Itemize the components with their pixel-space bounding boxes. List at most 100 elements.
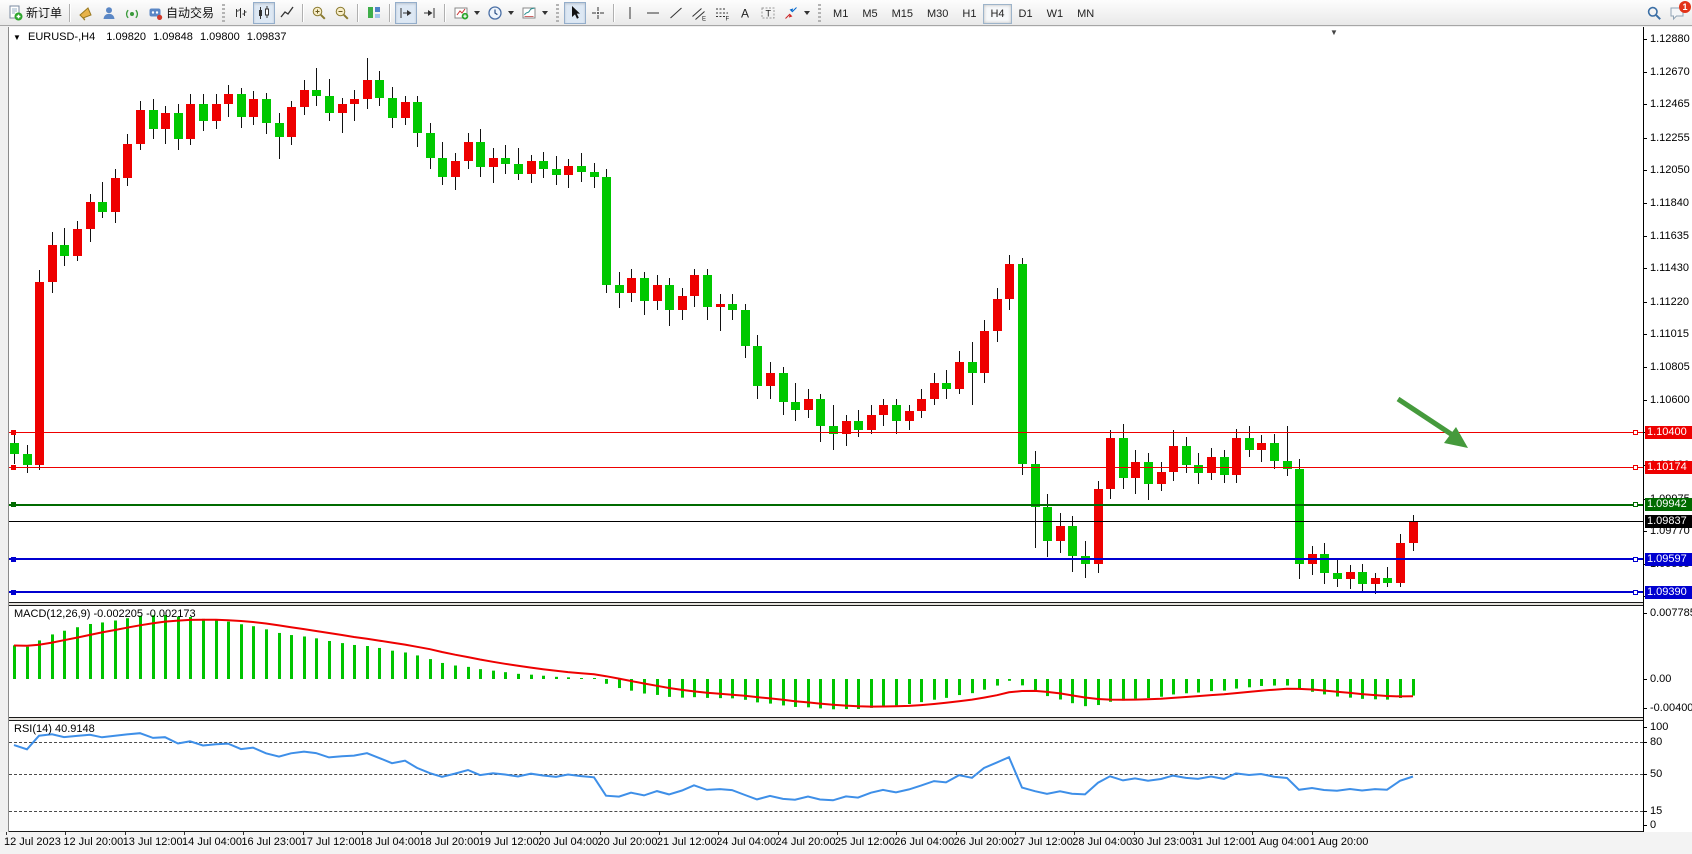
horizontal-line-icon [647, 12, 660, 13]
chart-window-left-edge [8, 27, 9, 854]
pane-divider-macd[interactable] [9, 602, 1692, 606]
search-icon [1647, 6, 1661, 20]
toolbar-separator [69, 3, 72, 22]
label-icon: T [761, 7, 775, 18]
macd-label: MACD(12,26,9) -0.002205 -0.002173 [14, 608, 196, 620]
trendline-tool-button[interactable] [665, 2, 687, 24]
indicators-button[interactable] [450, 2, 483, 24]
pane-divider-rsi[interactable] [9, 717, 1692, 721]
timeframe-M1[interactable]: M1 [833, 7, 849, 20]
timeframe-M15[interactable]: M15 [891, 7, 913, 20]
toolbar-grip[interactable] [556, 3, 560, 22]
toolbar-separator [613, 3, 616, 22]
timeframe-D1[interactable]: D1 [1018, 7, 1033, 20]
text-tool-button[interactable]: A [734, 2, 756, 24]
toolbar-grip[interactable] [222, 3, 226, 22]
timeframe-M5[interactable]: M5 [862, 7, 878, 20]
notification-badge: 1 [1679, 0, 1691, 13]
user-icon [103, 6, 115, 19]
vertical-line-icon [629, 6, 631, 19]
tile-windows-icon [368, 6, 381, 18]
price-axis-background [1644, 27, 1692, 832]
indicators-icon [454, 7, 469, 19]
rsi-pane[interactable] [9, 721, 1643, 831]
arrows-tool-button[interactable] [780, 2, 813, 24]
low-value: 1.09800 [199, 31, 240, 43]
chat-button[interactable]: 1 [1666, 0, 1691, 24]
equidistant-channel-tool-button[interactable]: E [688, 2, 710, 24]
periods-button[interactable] [484, 2, 517, 24]
signal-icon [126, 9, 139, 18]
signal-button[interactable] [121, 2, 143, 24]
svg-text:F: F [726, 16, 730, 21]
macd-pane[interactable] [9, 606, 1643, 717]
bar-chart-icon [236, 7, 247, 18]
timeframe-H4[interactable]: H4 [983, 3, 1012, 24]
candlestick-icon [259, 5, 270, 19]
chart-bottom-frame [9, 831, 1692, 832]
chart-shift-marker[interactable]: ▼ [1330, 28, 1338, 37]
zoom-in-button[interactable] [308, 2, 330, 24]
timeframe-H1[interactable]: H1 [962, 7, 977, 20]
auto-scroll-icon [400, 7, 412, 18]
dropdown-arrow-icon [508, 10, 515, 15]
chart-shift-icon [424, 7, 435, 18]
candlestick-chart-button[interactable] [253, 1, 276, 24]
fibonacci-icon: F [716, 8, 730, 21]
templates-icon [522, 7, 536, 18]
high-value: 1.09848 [153, 31, 193, 43]
one-click-trading-toggle[interactable]: ▼ [13, 33, 21, 42]
auto-trading-icon [149, 8, 163, 20]
announcement-button[interactable] [75, 2, 97, 24]
cursor-tool-button[interactable] [564, 1, 587, 24]
timeframe-toolbar: M1 M5 M15 M30 H1 H4 D1 W1 MN [826, 3, 1101, 24]
line-chart-icon [280, 6, 294, 17]
crosshair-tool-button[interactable] [587, 2, 609, 24]
dropdown-arrow-icon [804, 10, 811, 15]
rsi-label: RSI(14) 40.9148 [14, 723, 95, 735]
vertical-line-tool-button[interactable] [619, 2, 641, 24]
cursor-icon [572, 5, 581, 19]
line-chart-button[interactable] [276, 2, 298, 24]
horizontal-line-tool-button[interactable] [642, 2, 664, 24]
trendline-icon [670, 7, 682, 18]
chart-shift-button[interactable] [418, 2, 440, 24]
templates-button[interactable] [518, 2, 551, 24]
zoom-out-button[interactable] [331, 2, 353, 24]
new-order-icon [9, 5, 23, 20]
search-button[interactable] [1643, 2, 1665, 24]
new-order-button[interactable]: 新订单 [4, 2, 65, 24]
svg-text:E: E [702, 16, 706, 21]
fibonacci-tool-button[interactable]: F [711, 2, 733, 24]
time-axis[interactable] [0, 832, 1692, 854]
horn-icon [79, 6, 92, 21]
toolbar-grip[interactable] [818, 3, 822, 22]
chart-info-line: ▼ EURUSD-,H4 1.09820 1.09848 1.09800 1.0… [13, 31, 291, 43]
toolbar-separator [302, 3, 305, 22]
profile-button[interactable] [98, 2, 120, 24]
dropdown-arrow-icon [474, 10, 481, 15]
bar-chart-button[interactable] [230, 2, 252, 24]
timeframe-M30[interactable]: M30 [927, 7, 949, 20]
timeframe-W1[interactable]: W1 [1046, 7, 1064, 20]
text-label-tool-button[interactable]: T [757, 2, 779, 24]
channel-icon: E [692, 7, 706, 21]
toolbar-separator [357, 3, 360, 22]
text-icon: A [741, 6, 749, 20]
crosshair-icon [592, 6, 605, 19]
tile-windows-button[interactable] [363, 2, 385, 24]
toolbar-separator [389, 3, 392, 22]
price-axis-line [1643, 27, 1644, 832]
new-order-label: 新订单 [26, 6, 63, 20]
auto-trading-button[interactable]: 自动交易 [144, 2, 217, 24]
price-chart-pane[interactable] [9, 27, 1643, 602]
arrows-icon [785, 6, 797, 19]
auto-trading-label: 自动交易 [166, 6, 215, 20]
timeframe-MN[interactable]: MN [1077, 7, 1095, 20]
auto-scroll-button[interactable] [395, 1, 418, 24]
main-toolbar: 新订单 自动交易 [0, 0, 1692, 26]
zoom-out-icon [335, 6, 349, 20]
periods-icon [488, 5, 502, 20]
toolbar-separator [444, 3, 447, 22]
